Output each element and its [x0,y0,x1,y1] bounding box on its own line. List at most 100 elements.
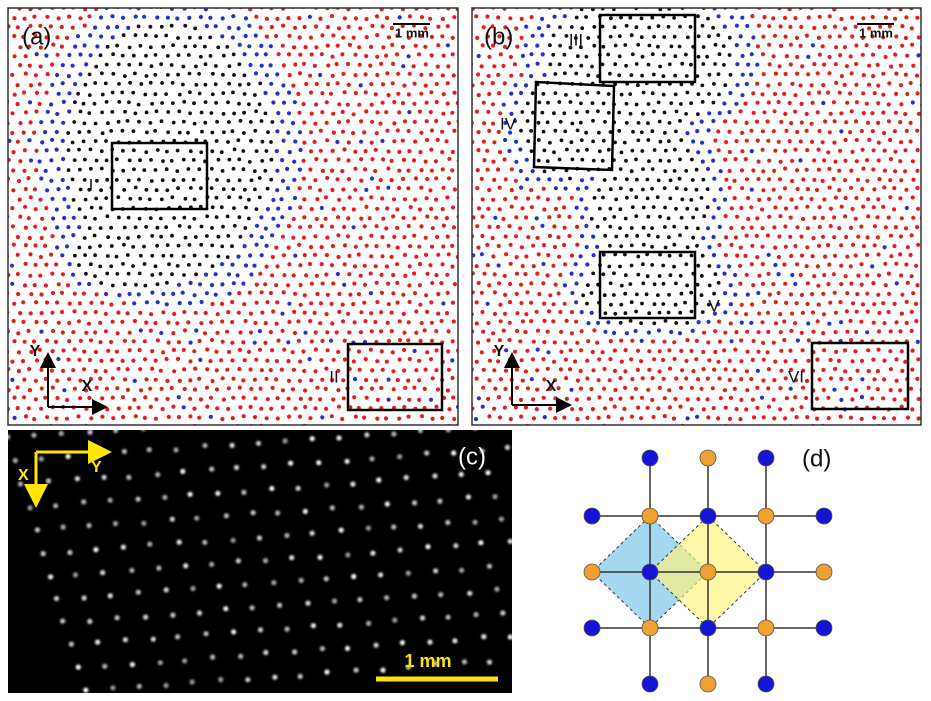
particle [833,366,838,371]
particle [613,387,618,393]
particle [507,148,512,154]
particle [309,436,315,442]
lattice-site [641,675,659,693]
particle [700,23,705,28]
particle [773,91,778,97]
particle [913,301,919,306]
particle [551,33,556,38]
particle [423,83,428,88]
particle [158,216,163,221]
particle [487,54,492,60]
particle [134,282,138,287]
particle [894,357,899,362]
particle [926,16,930,20]
particle [875,62,880,67]
particle [465,148,469,152]
particle [50,349,55,354]
particle [440,34,445,39]
particle [270,120,275,124]
particle [126,236,130,240]
particle [176,282,182,287]
particle [641,167,645,172]
particle [324,406,329,411]
particle [34,527,41,533]
particle [608,187,613,192]
particle [135,496,141,502]
particle [164,167,169,172]
particle [647,25,652,30]
particle [766,271,771,276]
particle [921,312,925,316]
particle [833,330,838,335]
particle [42,226,48,231]
particle [232,73,236,77]
particle [712,176,717,181]
particle [810,139,815,144]
particle [74,476,80,482]
particle [351,131,356,136]
particle [486,320,491,326]
axis-label: Y [494,343,505,360]
particle [910,100,915,105]
particle [345,102,350,107]
particle [202,331,208,336]
particle [794,415,799,420]
particle [767,62,772,67]
particle [848,415,854,420]
particle [812,215,817,220]
particle [177,92,182,97]
particle [795,129,800,135]
particle [129,567,135,574]
particle [419,320,424,326]
particle [236,138,241,143]
particle [44,262,49,267]
particle [402,197,407,202]
particle [257,347,263,352]
particle [507,320,512,325]
particle [12,16,17,21]
particle [231,52,236,57]
particle [320,377,325,382]
particle [357,62,362,67]
particle [211,71,215,76]
particle [394,52,400,57]
particle [88,245,92,250]
particle [368,347,373,352]
particle [662,396,667,401]
particle [590,349,595,355]
particle [10,224,15,229]
particle [176,36,180,40]
particle [854,61,859,67]
particle [263,282,268,287]
particle [673,92,678,97]
particle [909,233,914,238]
particle [514,271,520,276]
particle [104,62,109,67]
particle [876,197,881,202]
particle [788,42,794,47]
particle [319,205,324,211]
particle [479,448,486,454]
particle [882,321,887,326]
particle [486,396,491,401]
particle [395,378,400,383]
particle [553,206,559,211]
particle [402,405,407,410]
particle [375,185,381,190]
particle [430,376,435,381]
particle [628,15,633,20]
particle [876,329,882,334]
particle [110,283,115,288]
particle [335,271,340,277]
particle [580,26,585,31]
particle [672,147,677,152]
particle [363,319,368,324]
particle [502,44,507,49]
particle [380,24,385,29]
particle [608,339,613,344]
particle [600,24,605,29]
particle [15,235,20,240]
particle [515,311,520,316]
particle [926,243,930,247]
particle [286,245,291,250]
